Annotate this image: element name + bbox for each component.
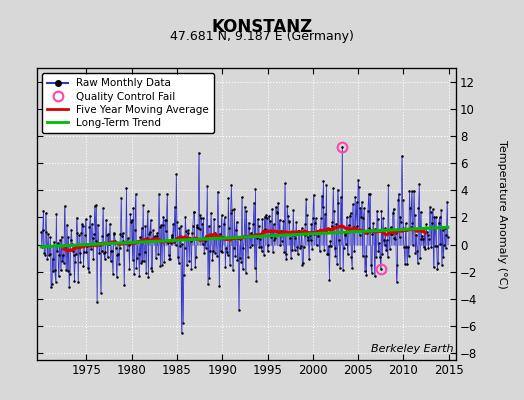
Legend: Raw Monthly Data, Quality Control Fail, Five Year Moving Average, Long-Term Tren: Raw Monthly Data, Quality Control Fail, …	[42, 73, 214, 133]
Text: KONSTANZ: KONSTANZ	[211, 18, 313, 36]
Text: 47.681 N, 9.187 E (Germany): 47.681 N, 9.187 E (Germany)	[170, 30, 354, 43]
Y-axis label: Temperature Anomaly (°C): Temperature Anomaly (°C)	[497, 140, 507, 288]
Text: Berkeley Earth: Berkeley Earth	[372, 344, 454, 354]
